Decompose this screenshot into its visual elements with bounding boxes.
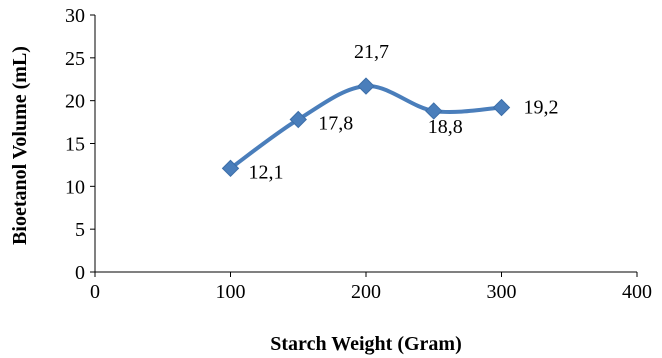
x-tick-labels: 0 100 200 300 400	[90, 272, 652, 303]
x-tick-label: 200	[351, 281, 381, 303]
data-labels: 12,1 17,8 21,7 18,8 19,2	[249, 41, 559, 183]
y-tick-label: 5	[75, 219, 85, 241]
data-label: 17,8	[318, 113, 353, 135]
series-markers	[221, 77, 511, 178]
x-tick-label: 100	[216, 281, 246, 303]
data-point-marker	[221, 159, 240, 178]
x-tick-label: 400	[622, 281, 652, 303]
y-tick-label: 30	[65, 5, 85, 27]
data-point-marker	[289, 110, 307, 129]
y-axis-title: Bioetanol Volume (mL)	[9, 46, 31, 245]
y-tick-labels: 0 5 10 15 20 25 30	[65, 5, 95, 284]
data-label: 18,8	[428, 116, 463, 138]
x-axis-title: Starch Weight (Gram)	[270, 333, 461, 355]
y-tick-label: 15	[65, 134, 85, 156]
y-tick-label: 25	[65, 48, 85, 70]
y-tick-label: 10	[65, 176, 85, 198]
y-tick-label: 0	[75, 262, 85, 284]
y-tick-label: 20	[65, 91, 85, 113]
data-point-marker	[357, 77, 375, 95]
x-tick-label: 300	[487, 281, 517, 303]
data-point-marker	[425, 102, 443, 120]
data-label: 21,7	[354, 41, 389, 63]
data-point-marker	[492, 98, 511, 117]
data-label: 12,1	[249, 161, 284, 183]
x-tick-label: 0	[90, 281, 100, 303]
data-label: 19,2	[524, 97, 559, 119]
